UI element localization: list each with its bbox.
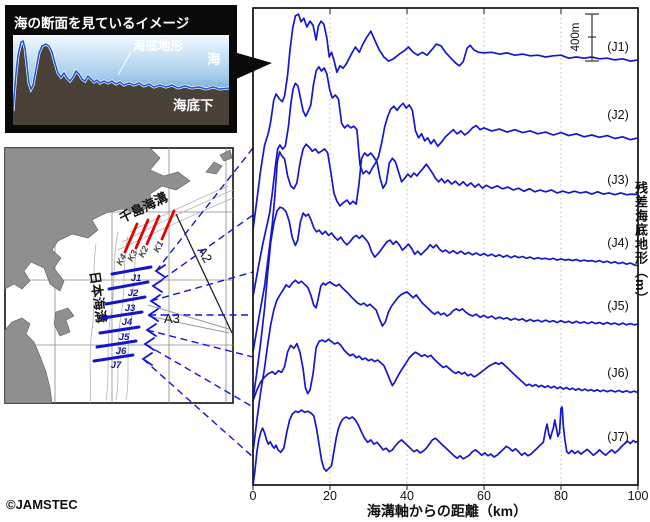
k-survey-line-K2 (145, 214, 161, 246)
line-a3-lower (147, 315, 230, 334)
profile-label-j7: (J7) (607, 430, 629, 444)
x-tick-label-60: 60 (477, 489, 491, 503)
connector-J3 (150, 271, 254, 302)
inset-title: 海の断面を見ているイメージ (14, 16, 190, 31)
j-line-label-J1: J1 (131, 273, 142, 284)
k-survey-line-K3 (134, 218, 150, 250)
profile-line-j1 (253, 13, 638, 230)
line-a2-label: A2 (194, 244, 215, 265)
k-line-label-K3: K3 (125, 248, 139, 263)
scale-bar-label: 400m (570, 23, 582, 52)
seafloor-leader-line (117, 51, 132, 76)
j-survey-line-J3 (104, 295, 147, 306)
landmass-shimokita (53, 307, 75, 337)
x-tick-label-20: 20 (323, 489, 337, 503)
k-survey-line-K4 (123, 222, 139, 254)
profile-line-j5 (253, 279, 638, 453)
seafloor-topography-label: 海底地形 (133, 38, 184, 53)
k-line-label-K2: K2 (136, 244, 150, 259)
scale-bar: 400m (570, 13, 599, 62)
profile-label-j3: (J3) (607, 173, 629, 187)
below-seafloor-label: 海底下 (173, 97, 214, 113)
j-survey-line-J7 (92, 353, 135, 363)
landmass-island-1 (205, 161, 223, 175)
chart-panel: (J1) (J2) (J3) (J4) (J5) (J6) (J7) 0 20 40 60 80 10… (250, 7, 649, 519)
x-tick-label-40: 40 (400, 489, 414, 503)
profile-curves (253, 13, 638, 485)
bathymetry-contours (89, 185, 234, 404)
chart-gridlines (329, 9, 562, 484)
profile-line-j2 (253, 65, 638, 297)
profile-line-j3 (253, 143, 638, 353)
sea-label: 海 (207, 51, 221, 67)
x-axis-title: 海溝軸からの距離（km） (367, 503, 527, 519)
k-survey-line-K1 (160, 209, 176, 241)
inset-callout-pointer (234, 52, 272, 80)
cross-section-inset: 海の断面を見ているイメージ 海底地形 海 海底下 (5, 5, 237, 133)
profile-connectors (142, 147, 254, 458)
j-survey-line-J5 (98, 325, 141, 335)
j-survey-line-J6 (95, 339, 138, 349)
j-survey-line-J1 (110, 265, 153, 276)
landmass-honshu (4, 317, 53, 404)
j-line-label-J5: J5 (119, 332, 130, 343)
seafloor-line (13, 39, 229, 112)
line-a3-label: A3 (164, 311, 180, 326)
j-line-label-J7: J7 (111, 360, 122, 371)
j-line-label-J2: J2 (128, 288, 139, 299)
connector-J2 (152, 214, 254, 287)
profile-label-j4: (J4) (607, 236, 629, 250)
line-a3-upper (147, 304, 230, 330)
j-line-label-J4: J4 (122, 317, 133, 328)
connector-J7 (142, 358, 254, 458)
profile-label-j5: (J5) (607, 299, 629, 313)
j-survey-line-J4 (101, 310, 144, 320)
survey-lines-j: J1 J2 J3 J4 J5 J6 J7 (92, 264, 166, 371)
profile-line-j7 (253, 406, 638, 485)
profile-label-j6: (J6) (607, 366, 629, 380)
y-axis-title: 残差海底地形（m） (633, 181, 648, 306)
profile-label-j1: (J1) (607, 40, 629, 54)
landmass-hokkaido (4, 147, 191, 292)
j-survey-line-J2 (107, 280, 150, 291)
profile-line-j6 (253, 338, 638, 401)
connector-J1 (155, 147, 254, 272)
j-line-label-J3: J3 (125, 303, 136, 314)
japan-trench-label: 日本海溝 (87, 270, 109, 324)
connector-J6 (144, 343, 254, 408)
x-tick-label-100: 100 (628, 489, 649, 503)
x-axis-ticks: 0 20 40 60 80 100 (250, 8, 649, 503)
cross-section-graphic: 海底地形 海 海底下 (13, 35, 229, 125)
landmass-island-2 (219, 149, 233, 162)
k-line-label-K4: K4 (114, 252, 128, 267)
profile-line-j4 (253, 206, 638, 401)
profile-label-j2: (J2) (607, 108, 629, 122)
copyright-text: ©JAMSTEC (6, 497, 78, 512)
x-tick-label-80: 80 (554, 489, 568, 503)
profile-labels: (J1) (J2) (J3) (J4) (J5) (J6) (J7) (607, 40, 629, 444)
k-line-label-K1: K1 (151, 239, 165, 254)
j-line-label-J6: J6 (116, 346, 127, 357)
plot-frame (252, 7, 639, 486)
x-tick-label-0: 0 (250, 489, 257, 503)
connector-J5 (146, 329, 254, 358)
